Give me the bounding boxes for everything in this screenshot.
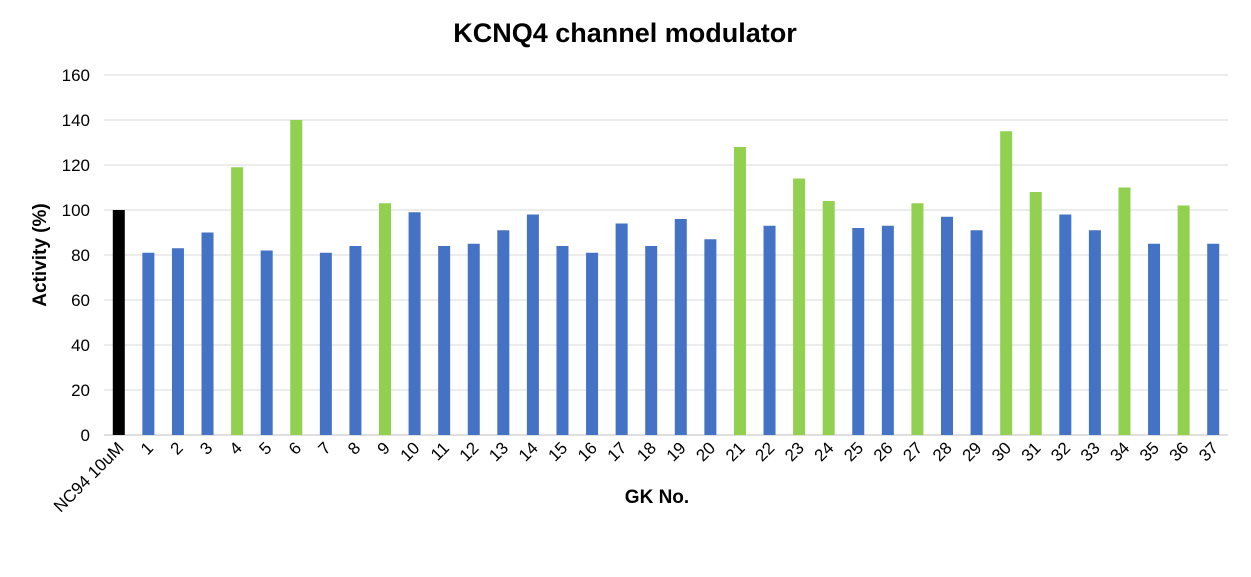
bar-32 [1059, 214, 1072, 435]
bar-36 [1177, 205, 1190, 435]
bar-20 [704, 239, 717, 435]
bar-24 [822, 201, 835, 435]
x-tick-label: 29 [959, 438, 986, 465]
x-tick-label: 21 [722, 438, 749, 465]
bar-26 [881, 225, 894, 435]
x-tick-label: 11 [427, 438, 453, 464]
x-tick-label: 9 [374, 438, 394, 458]
x-tick-label: 10 [397, 438, 424, 465]
bar-18 [645, 246, 658, 435]
bar-11 [438, 246, 451, 435]
x-tick-label: 37 [1195, 438, 1222, 465]
x-tick-label: 12 [456, 438, 483, 465]
x-tick-label: 7 [315, 438, 335, 458]
bar-5 [260, 250, 273, 435]
x-tick-label: 33 [1077, 438, 1104, 465]
bar-nc94-10um [112, 210, 125, 435]
y-tick-label: 40 [71, 336, 90, 355]
bar-9 [379, 203, 391, 435]
bar-29 [970, 230, 983, 435]
x-tick-label: 18 [633, 438, 660, 465]
bar-21 [733, 147, 746, 435]
y-tick-label: 60 [71, 291, 90, 310]
x-tick-label: 16 [574, 438, 601, 465]
x-tick-label: 3 [196, 438, 216, 458]
y-axis-ticks: 0 20 40 60 80 100 120 140 160 [62, 66, 90, 445]
y-tick-label: 160 [62, 66, 90, 85]
bar-31 [1029, 192, 1042, 435]
x-tick-label: 6 [285, 438, 305, 458]
bar-30 [1000, 131, 1013, 435]
x-tick-label: 24 [811, 438, 838, 465]
x-tick-label: 22 [752, 438, 779, 465]
bar-22 [763, 225, 776, 435]
y-tick-label: 140 [62, 111, 90, 130]
x-tick-label: 13 [485, 438, 512, 465]
bar-10 [408, 212, 421, 435]
bar-28 [941, 216, 953, 435]
bar-12 [467, 243, 480, 435]
x-tick-label: 30 [988, 438, 1015, 465]
x-tick-label: 31 [1018, 438, 1045, 465]
bar-7 [319, 252, 332, 435]
y-tick-label: 120 [62, 156, 90, 175]
x-tick-label: 14 [515, 438, 542, 465]
bar-34 [1118, 187, 1131, 435]
x-tick-label: 23 [781, 438, 808, 465]
bar-1 [142, 252, 155, 435]
bar-15 [556, 246, 569, 435]
y-tick-label: 80 [71, 246, 90, 265]
x-tick-label: NC94 10uM [50, 438, 128, 516]
bar-13 [497, 230, 510, 435]
x-tick-label: 15 [544, 438, 571, 465]
bar-19 [674, 219, 687, 435]
bar-8 [349, 246, 362, 435]
bar-27 [911, 203, 924, 435]
x-tick-label: 20 [692, 438, 719, 465]
bar-2 [171, 248, 184, 435]
x-tick-label: 32 [1047, 438, 1074, 465]
bar-14 [526, 214, 539, 435]
bar-33 [1088, 230, 1101, 435]
y-tick-label: 100 [62, 201, 90, 220]
x-tick-label: 28 [929, 438, 956, 465]
x-tick-label: 17 [604, 438, 631, 465]
x-tick-label: 35 [1136, 438, 1163, 465]
x-tick-label: 25 [840, 438, 867, 465]
bar-35 [1148, 243, 1161, 435]
x-tick-label: 8 [344, 438, 364, 458]
bar-17 [615, 223, 628, 435]
bar-4 [231, 167, 244, 435]
x-tick-label: 1 [137, 438, 157, 458]
bar-23 [793, 178, 806, 435]
y-tick-label: 20 [71, 381, 90, 400]
y-tick-label: 0 [81, 426, 90, 445]
x-tick-label: 34 [1106, 438, 1133, 465]
bars [112, 120, 1220, 435]
x-tick-label: 5 [255, 438, 275, 458]
bar-37 [1207, 243, 1220, 435]
bar-6 [290, 120, 303, 435]
x-tick-label: 36 [1166, 438, 1193, 465]
y-axis-title: Activity (%) [30, 203, 51, 306]
x-tick-label: 26 [870, 438, 897, 465]
bar-16 [586, 252, 599, 435]
x-tick-label: 2 [167, 438, 187, 458]
bar-25 [852, 228, 865, 435]
x-axis-title: GK No. [625, 487, 689, 508]
x-tick-label: 27 [899, 438, 926, 465]
x-tick-label: 4 [226, 438, 246, 458]
x-tick-label: 19 [663, 438, 690, 465]
bar-3 [201, 232, 214, 435]
chart-title: KCNQ4 channel modulator [453, 18, 797, 48]
